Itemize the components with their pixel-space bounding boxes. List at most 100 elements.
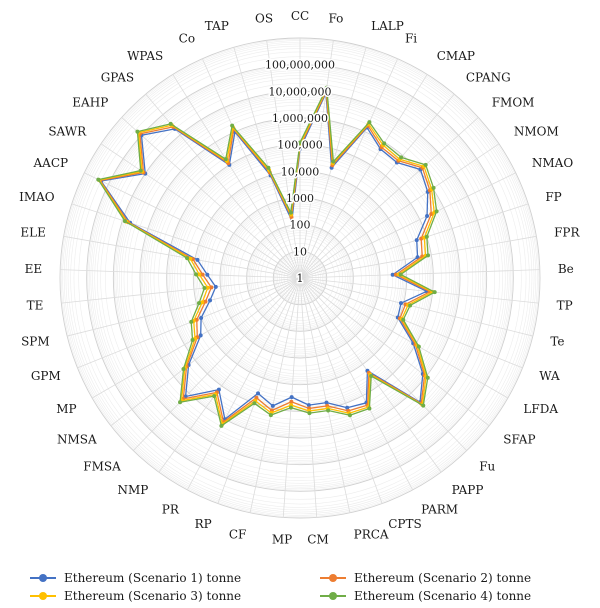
category-label: EAHP (72, 96, 108, 110)
category-label: RP (195, 517, 212, 531)
data-point (324, 400, 329, 405)
grid-spoke (186, 277, 301, 491)
grid-spoke (299, 277, 490, 427)
grid-spoke (299, 277, 539, 304)
data-point (195, 257, 200, 262)
legend-label: Ethereum (Scenario 2) tonne (354, 571, 532, 585)
data-point (223, 157, 228, 162)
category-label: CF (229, 527, 247, 541)
grid-spoke (217, 277, 301, 504)
grid-spoke (71, 203, 301, 279)
data-point (429, 211, 434, 216)
data-point (288, 405, 293, 410)
data-point (367, 120, 372, 125)
grid-spoke (299, 203, 529, 279)
data-point (268, 413, 273, 418)
data-point (270, 403, 275, 408)
grid-spoke (100, 143, 301, 279)
data-point (419, 236, 424, 241)
data-point (198, 333, 203, 338)
data-point (288, 210, 293, 215)
axis-tick-label: 10,000 (281, 165, 320, 178)
data-point (252, 401, 257, 406)
legend-item: Ethereum (Scenario 2) tonne (320, 570, 531, 586)
data-point (414, 238, 419, 243)
category-label: Co (179, 32, 195, 46)
category-label: AACP (33, 156, 69, 170)
legend-label: Ethereum (Scenario 3) tonne (64, 589, 242, 603)
data-point (345, 405, 350, 410)
data-point (347, 413, 352, 418)
grid-spoke (77, 277, 301, 369)
data-point (189, 319, 194, 324)
category-label: PARM (421, 502, 458, 516)
data-point (331, 159, 336, 164)
data-point (209, 285, 214, 290)
category-label: Be (558, 262, 574, 276)
data-point (205, 272, 210, 277)
category-label: NMSA (57, 432, 97, 446)
legend-label: Ethereum (Scenario 1) tonne (64, 571, 242, 585)
category-label: NMOM (514, 124, 559, 138)
grid-spoke (67, 277, 301, 337)
data-point (254, 395, 259, 400)
axis-tick-label: 100,000,000 (265, 59, 335, 72)
legend-swatch (30, 590, 56, 602)
grid-spoke (299, 277, 509, 399)
category-label: IMAO (19, 190, 55, 204)
radar-grid (59, 37, 541, 519)
legend-label: Ethereum (Scenario 4) tonne (354, 589, 532, 603)
data-point (426, 253, 431, 258)
grid-spoke (132, 277, 301, 451)
series-line (100, 92, 429, 420)
category-label: Fi (405, 32, 417, 46)
data-point (208, 298, 213, 303)
category-label: MP (272, 532, 292, 546)
data-point (408, 303, 413, 308)
axis-tick-label: 1,000,000 (272, 112, 328, 125)
category-label: WA (539, 369, 560, 383)
data-point (202, 286, 207, 291)
data-point (193, 272, 198, 277)
category-label: FP (545, 190, 561, 204)
data-point (185, 256, 190, 261)
grid-spoke (299, 40, 334, 279)
axis-tick-label: 10,000,000 (269, 85, 332, 98)
data-point (203, 299, 208, 304)
grid-spoke (233, 47, 301, 279)
category-label: PRCA (354, 527, 389, 541)
category-label: FMSA (83, 459, 121, 473)
grid-spoke (299, 277, 468, 451)
data-point (138, 168, 143, 173)
grid-spoke (299, 58, 398, 279)
data-point (181, 367, 186, 372)
grid-spoke (299, 277, 383, 504)
data-point (168, 121, 173, 126)
data-point (423, 162, 428, 167)
grid-spoke (110, 277, 301, 427)
grid-spoke (202, 58, 301, 279)
category-label: TAP (205, 19, 229, 33)
chart-legend: Ethereum (Scenario 1) tonne Ethereum (Sce… (30, 570, 590, 606)
grid-spoke (61, 277, 301, 304)
grid-spoke (299, 277, 533, 337)
data-point (230, 123, 235, 128)
data-point (135, 129, 140, 134)
data-point (205, 285, 210, 290)
category-label: SPM (21, 334, 50, 348)
radar-tick-labels: 1 10 100 1000 10,000 100,000 1,000,000 10,000,0… (264, 57, 337, 286)
data-point (307, 411, 312, 416)
category-label: FMOM (492, 96, 535, 110)
category-label: PR (162, 502, 180, 516)
series-line (98, 88, 435, 425)
data-point (399, 155, 404, 160)
data-point (416, 344, 421, 349)
data-point (431, 185, 436, 190)
data-point (266, 165, 271, 170)
series-4 (96, 85, 439, 428)
data-point (200, 300, 205, 305)
data-point (425, 214, 430, 219)
axis-tick-label: 100 (290, 219, 311, 232)
grid-spoke (299, 143, 500, 279)
